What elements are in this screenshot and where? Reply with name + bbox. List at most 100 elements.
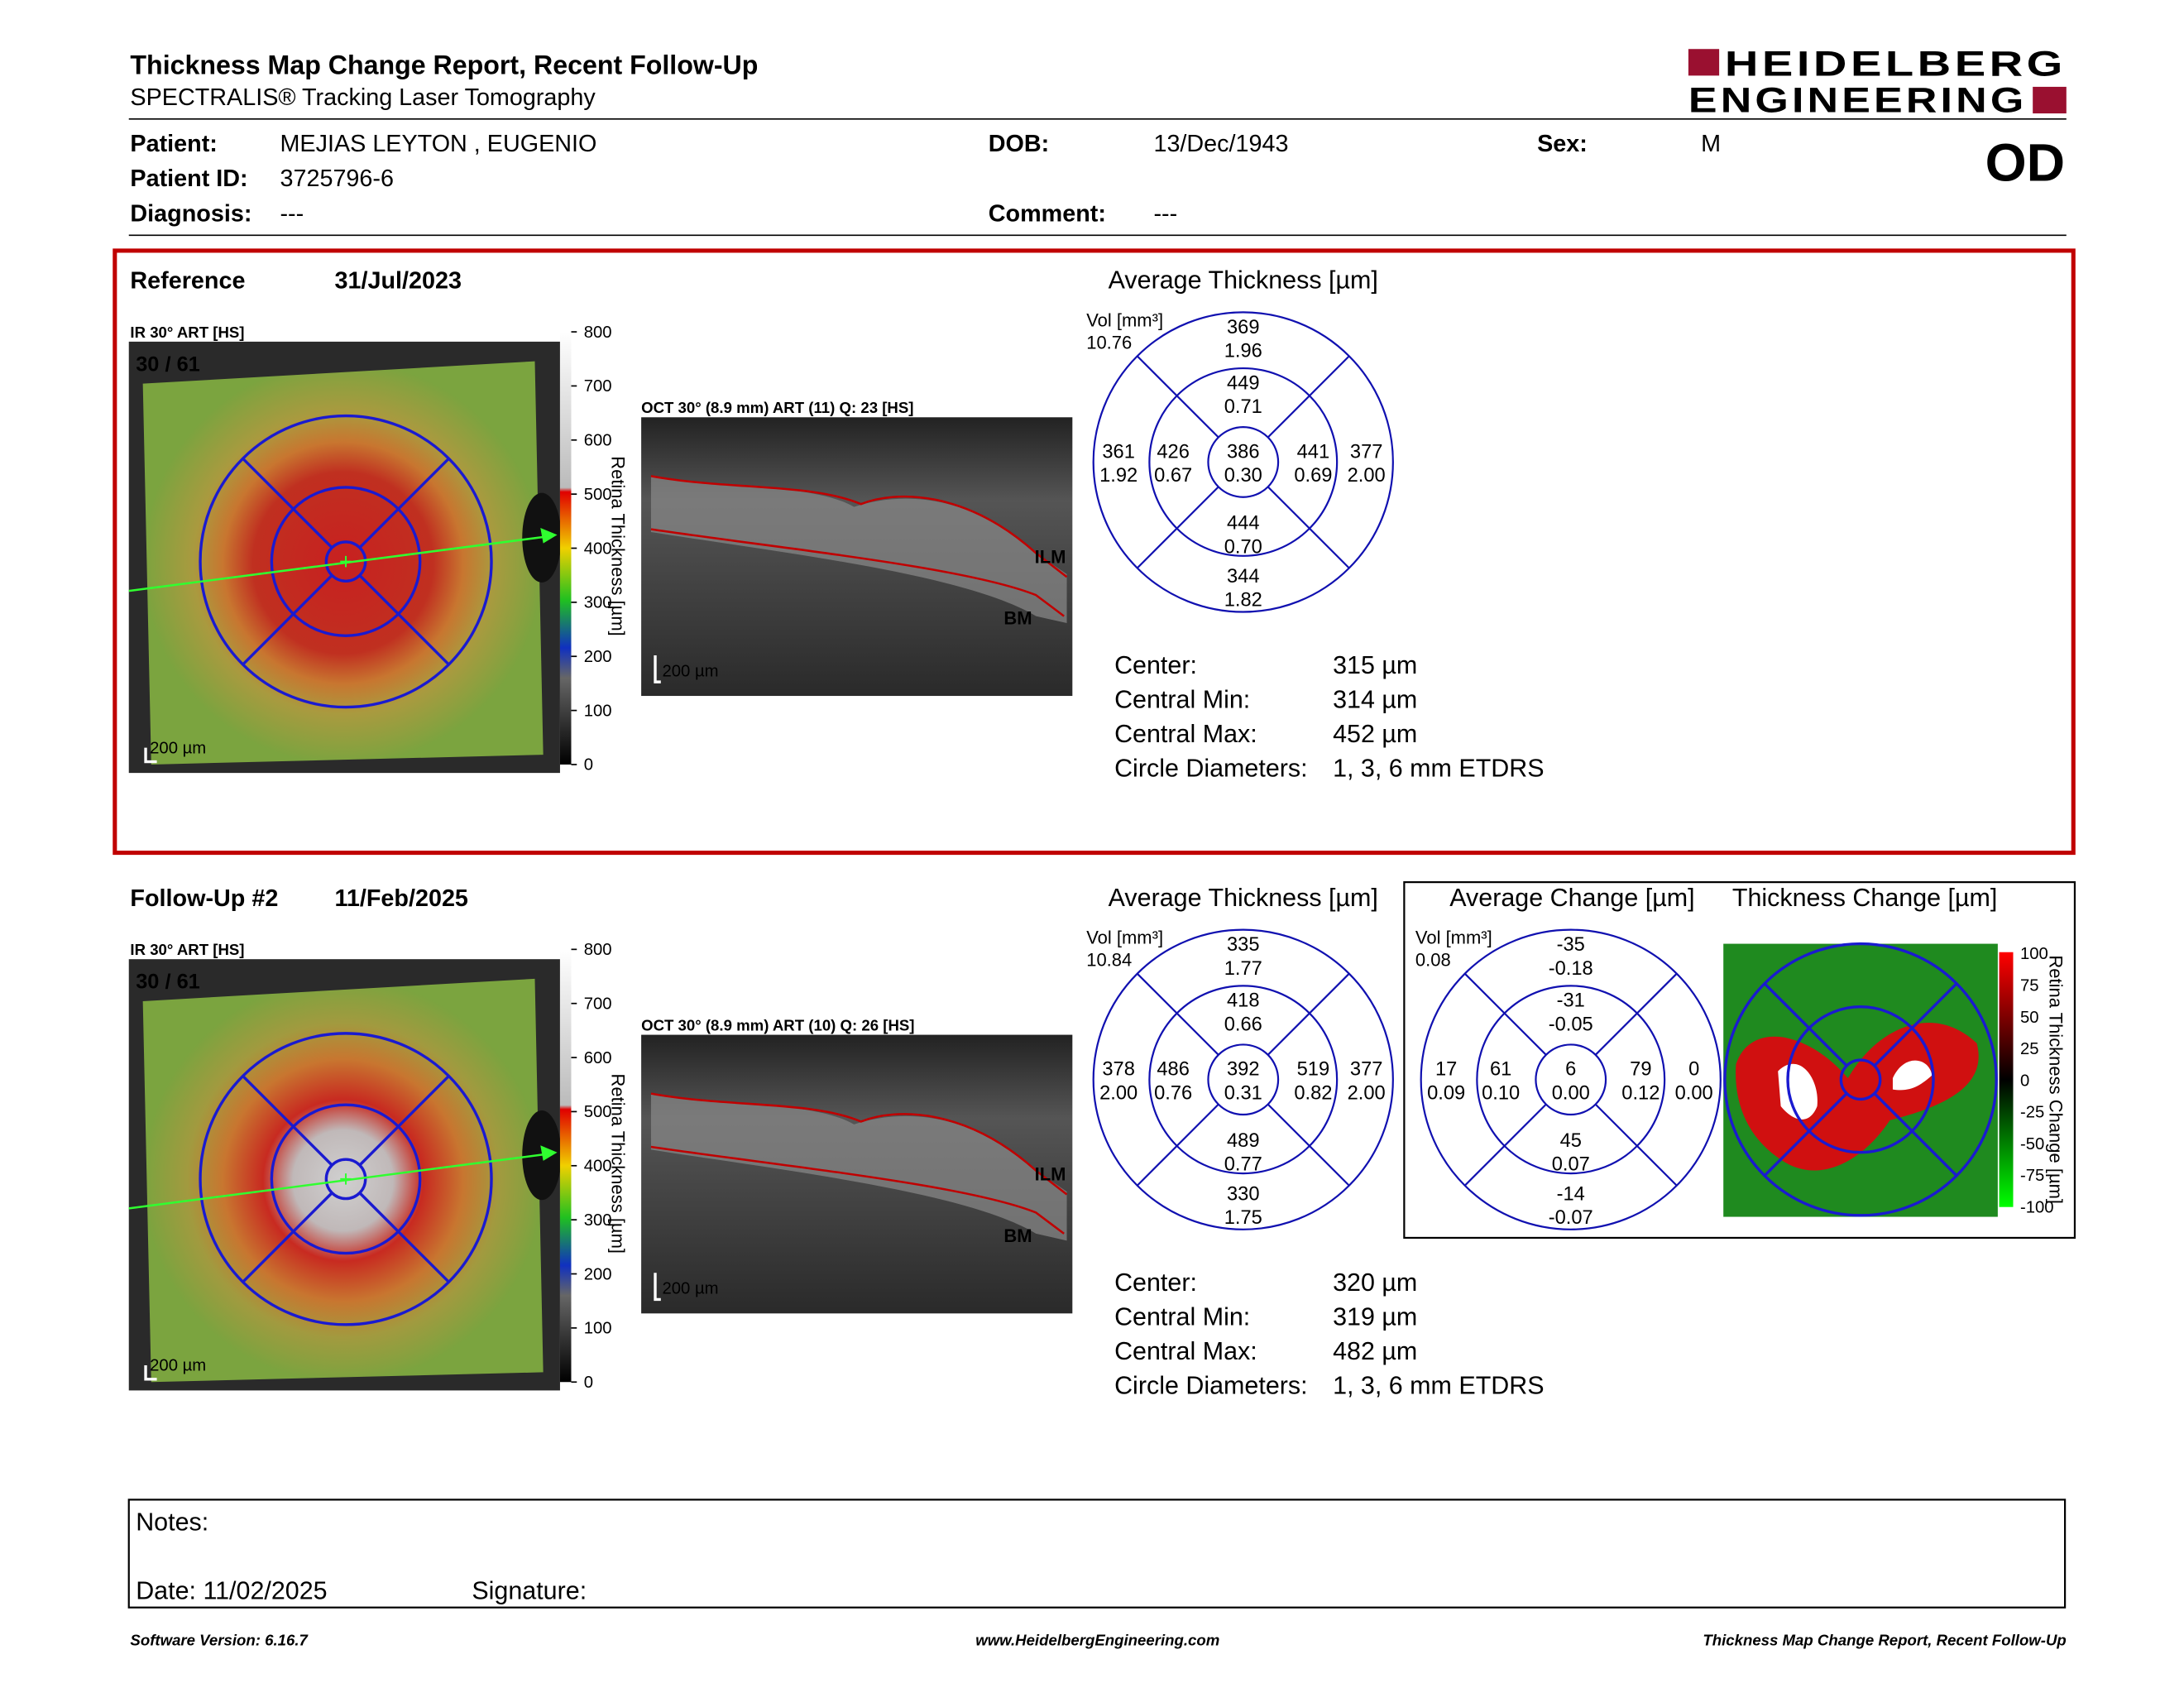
colorbar-tick-label: -25	[2020, 1104, 2044, 1122]
stat-value: 1, 3, 6 mm ETDRS	[1333, 1372, 1545, 1400]
section-title: Average Thickness [µm]	[1109, 266, 1378, 295]
grid-divider	[358, 1075, 450, 1167]
oct-marker: ILM	[1035, 1164, 1066, 1185]
change-peak	[1892, 1060, 1933, 1091]
vol-label: Vol [mm³]	[1086, 309, 1163, 330]
grid-divider	[1873, 1092, 1958, 1177]
vol-label: Vol [mm³]	[1086, 928, 1163, 948]
logo-text: ENGINEERING	[1688, 80, 2028, 119]
etdrs-divider	[1267, 1103, 1350, 1187]
stat-label: Central Max:	[1114, 720, 1257, 748]
sector-volume: 1.77	[1224, 958, 1262, 980]
etdrs-divider	[1136, 972, 1219, 1056]
sector-thickness: 426	[1157, 441, 1190, 463]
sector-thickness: -14	[1557, 1183, 1585, 1205]
colorbar-tick-label: 50	[2020, 1009, 2039, 1027]
grid-divider	[1873, 982, 1958, 1067]
grid-divider	[358, 1192, 450, 1283]
etdrs-divider	[1267, 355, 1350, 439]
reference-frame	[113, 248, 2076, 856]
notes-label: Notes:	[136, 1508, 208, 1537]
sector-volume: 0.09	[1427, 1082, 1465, 1104]
section-title: Average Thickness [µm]	[1109, 884, 1378, 912]
sector-thickness: 486	[1157, 1059, 1190, 1081]
colorbar-tick-label: 700	[584, 377, 612, 396]
sector-thickness: 0	[1688, 1059, 1699, 1081]
stat-label: Central Min:	[1114, 685, 1250, 713]
colorbar-tick-label: 500	[584, 1103, 612, 1121]
sector-volume: 0.07	[1552, 1154, 1590, 1176]
sector-volume: 0.76	[1154, 1082, 1192, 1104]
vol-value: 10.76	[1086, 332, 1132, 352]
grid-circle	[270, 486, 422, 637]
sector-thickness: 335	[1227, 934, 1260, 956]
sector-volume: 0.12	[1621, 1082, 1660, 1104]
logo-square	[2033, 86, 2067, 114]
colorbar-tick-label: 0	[584, 1374, 593, 1392]
grid-circle	[270, 1103, 422, 1255]
ilm-line	[650, 1092, 1068, 1196]
grid-divider	[358, 457, 450, 549]
oct-marker: BM	[1003, 608, 1032, 629]
sector-volume: 0.30	[1224, 465, 1262, 487]
colorbar	[559, 949, 572, 1383]
etdrs-circle	[1535, 1043, 1607, 1116]
stat-value: 319 µm	[1333, 1303, 1417, 1331]
grid-divider	[242, 457, 333, 549]
vol-label: Vol [mm³]	[1415, 928, 1492, 948]
ir-label: IR 30° ART [HS]	[130, 941, 244, 958]
etdrs-divider	[1136, 486, 1219, 569]
stat-label: Circle Diameters:	[1114, 1372, 1308, 1400]
colorbar-tick-label: 600	[584, 432, 612, 450]
grid-circle	[1786, 1005, 1935, 1154]
sector-thickness: 441	[1297, 441, 1330, 463]
oct-scale-bar	[654, 1273, 661, 1302]
stat-value: 1, 3, 6 mm ETDRS	[1333, 754, 1545, 782]
grid-circle	[1839, 1058, 1882, 1101]
notes-signature: Signature:	[472, 1577, 587, 1605]
grid-circle	[1723, 942, 1998, 1217]
grid-circle	[199, 414, 493, 709]
colorbar-title: Retina Thickness Change [µm]	[2045, 955, 2066, 1204]
sector-thickness: 418	[1227, 990, 1260, 1012]
sector-volume: -0.07	[1549, 1207, 1593, 1229]
change-frame	[1403, 881, 2076, 1240]
scan-line	[128, 1153, 549, 1210]
grid-circle	[324, 1158, 367, 1201]
grid-divider	[242, 574, 333, 666]
exam-date: 11/Feb/2025	[334, 885, 467, 912]
field-label: Diagnosis:	[130, 200, 251, 227]
etdrs-circle	[1207, 426, 1280, 498]
scan-arrow	[540, 1145, 558, 1161]
exam-label: Reference	[130, 268, 245, 295]
sector-thickness: 17	[1435, 1059, 1457, 1081]
logo-text: HEIDELBERG	[1725, 44, 2067, 83]
bm-line	[650, 1145, 1065, 1235]
section-title: Average Change [µm]	[1449, 884, 1694, 912]
sector-thickness: 79	[1630, 1059, 1651, 1081]
stat-label: Center:	[1114, 651, 1197, 679]
etdrs-divider	[1594, 1103, 1678, 1187]
colorbar-tick-label: 800	[584, 941, 612, 959]
vol-value: 0.08	[1415, 950, 1451, 971]
etdrs-divider	[1267, 972, 1350, 1056]
oct-label: OCT 30° (8.9 mm) ART (10) Q: 26 [HS]	[641, 1016, 914, 1033]
exam-date: 31/Jul/2023	[334, 268, 461, 295]
sector-volume: 0.71	[1224, 396, 1262, 418]
colorbar-tick-label: 500	[584, 486, 612, 504]
stat-value: 315 µm	[1333, 651, 1417, 679]
colorbar-tick-label: 100	[584, 1320, 612, 1338]
etdrs-circle	[1420, 928, 1722, 1230]
grid-divider	[1763, 1092, 1848, 1177]
center-cross	[340, 1173, 352, 1185]
colorbar-tick-label: 100	[584, 702, 612, 720]
sector-thickness: -35	[1557, 934, 1585, 956]
sector-volume: 0.82	[1294, 1082, 1332, 1104]
etdrs-divider	[1136, 355, 1219, 439]
grid-circle	[199, 1032, 493, 1326]
sector-volume: 0.00	[1552, 1082, 1590, 1104]
field-value: 3725796-6	[280, 165, 394, 192]
colorbar	[559, 332, 572, 765]
sector-thickness: 369	[1227, 317, 1260, 338]
sector-volume: 1.96	[1224, 341, 1262, 362]
